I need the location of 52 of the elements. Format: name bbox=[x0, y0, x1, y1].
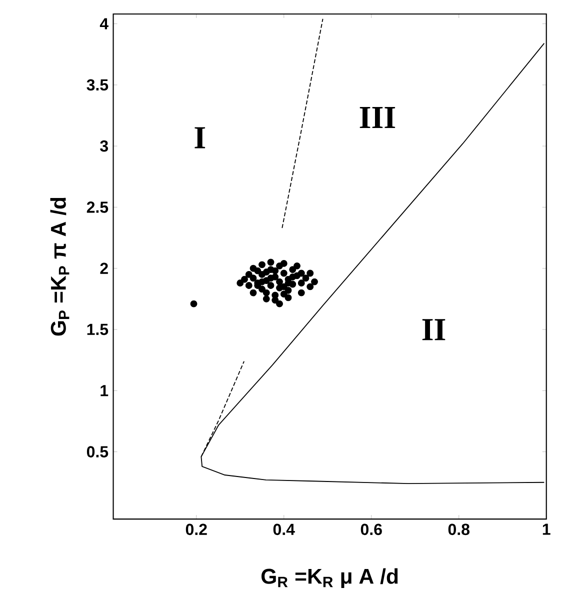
point bbox=[263, 295, 270, 302]
y-tick-label: 4 bbox=[100, 18, 109, 30]
point bbox=[306, 283, 314, 290]
point bbox=[263, 268, 270, 276]
annotation: II bbox=[422, 319, 446, 340]
point bbox=[267, 282, 274, 289]
point bbox=[263, 289, 270, 296]
point bbox=[284, 294, 292, 302]
point bbox=[276, 300, 284, 308]
x-tick-label: 0.2 bbox=[186, 524, 208, 536]
point bbox=[258, 261, 266, 268]
point bbox=[267, 258, 274, 266]
point bbox=[311, 278, 318, 286]
x-tick-label: 0.6 bbox=[361, 524, 382, 536]
annotation: III bbox=[360, 107, 396, 128]
point bbox=[272, 296, 279, 304]
point bbox=[276, 278, 284, 286]
point bbox=[190, 300, 198, 308]
y-tick-label: 3.5 bbox=[86, 79, 108, 91]
point bbox=[280, 260, 288, 267]
x-axis-title: G$_{R}$ =K$_{R}$ μ A /d bbox=[262, 568, 398, 588]
point bbox=[272, 267, 279, 274]
point bbox=[250, 274, 257, 282]
point bbox=[298, 289, 306, 296]
point bbox=[302, 274, 310, 282]
point bbox=[294, 262, 301, 270]
point bbox=[250, 264, 257, 272]
y-axis-title: G$_{P}$ =K$_{P}$ π A /d bbox=[50, 198, 70, 336]
point bbox=[250, 289, 257, 296]
point bbox=[267, 274, 274, 282]
point bbox=[298, 280, 306, 286]
x-tick-label: 1 bbox=[543, 524, 551, 535]
y-tick-label: 3 bbox=[100, 140, 108, 152]
point bbox=[298, 270, 306, 277]
point bbox=[280, 283, 288, 290]
y-tick-label: 2.5 bbox=[87, 202, 108, 213]
point bbox=[246, 282, 253, 289]
point bbox=[241, 276, 248, 283]
point bbox=[246, 271, 253, 278]
y-tick-label: 1 bbox=[100, 385, 108, 396]
point bbox=[289, 273, 296, 280]
x-tick-label: 0.8 bbox=[448, 524, 470, 536]
y-tick-label: 1.5 bbox=[87, 324, 108, 336]
point bbox=[306, 270, 314, 277]
annotation: I bbox=[194, 127, 206, 148]
y-tick-label: 0.5 bbox=[87, 446, 108, 458]
y-tick-label: 2 bbox=[100, 262, 108, 274]
x-tick-label: 0.4 bbox=[274, 524, 296, 536]
point bbox=[280, 270, 288, 277]
point bbox=[236, 280, 244, 286]
point bbox=[258, 278, 266, 286]
point bbox=[289, 266, 296, 274]
